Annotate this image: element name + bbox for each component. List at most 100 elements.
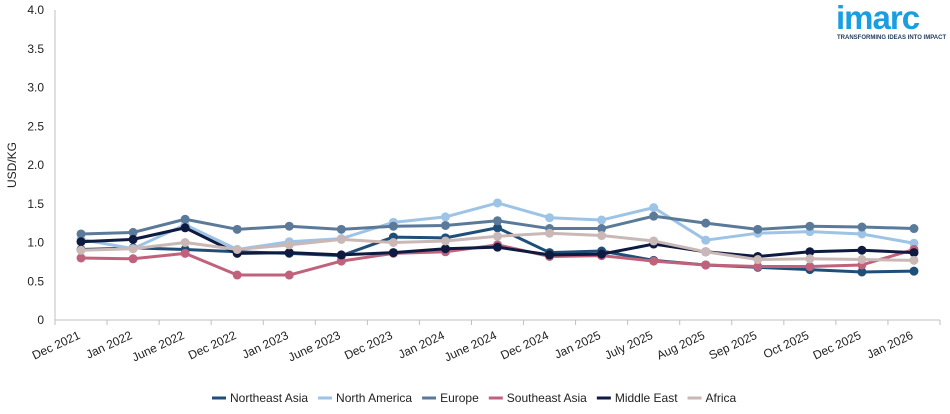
data-point-middle-east bbox=[388, 248, 398, 258]
data-point-europe bbox=[857, 222, 867, 232]
series-europe bbox=[76, 211, 919, 239]
data-point-middle-east bbox=[180, 223, 190, 233]
x-tick-label: Oct 2025 bbox=[761, 328, 811, 361]
data-point-europe bbox=[805, 221, 815, 231]
data-point-africa bbox=[857, 255, 867, 265]
legend-label: Africa bbox=[706, 391, 737, 405]
logo-tagline: TRANSFORMING IDEAS INTO IMPACT bbox=[837, 35, 947, 41]
data-point-southeast-asia bbox=[336, 256, 346, 266]
legend-label: North America bbox=[336, 391, 412, 405]
x-tick-label: Jan 2022 bbox=[84, 328, 135, 362]
y-tick-label: 0 bbox=[37, 313, 44, 327]
data-point-europe bbox=[649, 211, 659, 221]
data-point-europe bbox=[753, 224, 763, 234]
data-point-middle-east bbox=[493, 242, 502, 252]
data-point-europe bbox=[388, 221, 398, 231]
data-point-northeast-asia bbox=[493, 223, 502, 233]
x-tick-label: June 2024 bbox=[442, 328, 499, 365]
legend-item-europe: Europe bbox=[422, 391, 479, 405]
x-tick-label: Dec 2023 bbox=[342, 328, 395, 363]
data-point-africa bbox=[493, 231, 502, 241]
data-point-middle-east bbox=[284, 248, 294, 258]
axes bbox=[54, 10, 940, 321]
data-point-north-america bbox=[545, 213, 555, 223]
data-point-southeast-asia bbox=[180, 248, 190, 258]
legend-item-middle-east: Middle East bbox=[596, 391, 678, 405]
data-point-middle-east bbox=[597, 249, 607, 259]
legend-item-southeast-asia: Southeast Asia bbox=[488, 391, 587, 405]
data-point-north-america bbox=[909, 238, 919, 248]
data-point-middle-east bbox=[76, 237, 86, 247]
data-point-europe bbox=[597, 224, 607, 234]
x-tick-label: Dec 2025 bbox=[811, 328, 864, 363]
data-point-africa bbox=[909, 255, 919, 265]
data-point-north-america bbox=[857, 229, 867, 239]
data-point-africa bbox=[701, 247, 711, 257]
x-tick-label: Aug 2025 bbox=[655, 328, 708, 363]
data-point-europe bbox=[128, 227, 138, 237]
x-tick-label: June 2023 bbox=[286, 328, 343, 365]
x-tick-label: July 2025 bbox=[602, 328, 655, 363]
data-point-southeast-asia bbox=[753, 262, 763, 272]
legend-item-africa: Africa bbox=[687, 391, 737, 405]
legend-item-northeast-asia: Northeast Asia bbox=[212, 391, 308, 405]
data-point-middle-east bbox=[545, 250, 555, 260]
data-point-northeast-asia bbox=[909, 266, 919, 276]
data-point-southeast-asia bbox=[649, 256, 659, 266]
series-layer bbox=[76, 198, 919, 280]
data-point-southeast-asia bbox=[128, 254, 138, 264]
logo-wordmark: imarc bbox=[836, 0, 920, 36]
x-tick-label: Sep 2025 bbox=[707, 328, 760, 363]
data-point-africa bbox=[753, 255, 763, 265]
data-point-southeast-asia bbox=[805, 262, 815, 272]
legend-label: Southeast Asia bbox=[507, 391, 587, 405]
data-point-southeast-asia bbox=[232, 270, 242, 280]
data-point-north-america bbox=[493, 198, 502, 208]
data-point-europe bbox=[180, 214, 190, 224]
x-tick-label: Jan 2026 bbox=[865, 328, 916, 362]
data-point-africa bbox=[388, 238, 398, 247]
data-point-middle-east bbox=[128, 234, 138, 244]
x-tick-label: Jan 2024 bbox=[396, 328, 447, 362]
data-point-northeast-asia bbox=[857, 267, 867, 277]
y-tick-label: 2.0 bbox=[27, 158, 44, 172]
y-tick-label: 2.5 bbox=[27, 119, 44, 133]
series-africa bbox=[76, 228, 919, 265]
data-point-north-america bbox=[440, 212, 450, 222]
data-point-africa bbox=[128, 244, 138, 254]
data-point-africa bbox=[76, 245, 86, 255]
x-tick-label: Jan 2025 bbox=[552, 328, 603, 362]
data-point-southeast-asia bbox=[701, 260, 711, 270]
data-point-africa bbox=[284, 240, 294, 250]
legend-label: Northeast Asia bbox=[230, 391, 308, 405]
legend-label: Middle East bbox=[615, 391, 678, 405]
y-tick-label: 1.5 bbox=[27, 197, 44, 211]
data-point-africa bbox=[440, 236, 450, 246]
data-point-middle-east bbox=[336, 250, 346, 260]
x-tick-label: Dec 2024 bbox=[498, 328, 551, 363]
data-point-north-america bbox=[649, 203, 659, 213]
data-point-europe bbox=[76, 229, 86, 239]
y-axis-ticks: 0 0.5 1.0 1.5 2.0 2.5 3.0 3.5 4.0 bbox=[27, 3, 44, 327]
data-point-europe bbox=[284, 221, 294, 231]
data-point-southeast-asia bbox=[284, 270, 294, 280]
x-tick-label: Jan 2023 bbox=[240, 328, 291, 362]
y-tick-label: 3.5 bbox=[27, 42, 44, 56]
y-tick-label: 4.0 bbox=[27, 3, 44, 17]
data-point-europe bbox=[440, 220, 450, 230]
data-point-europe bbox=[701, 218, 711, 228]
data-point-europe bbox=[493, 216, 502, 226]
data-point-north-america bbox=[597, 215, 607, 225]
data-point-middle-east bbox=[805, 247, 815, 257]
data-point-europe bbox=[336, 224, 346, 234]
data-point-africa bbox=[336, 234, 346, 244]
y-tick-label: 3.0 bbox=[27, 81, 44, 95]
y-tick-label: 0.5 bbox=[27, 274, 44, 288]
y-axis-title: USD/KG bbox=[5, 142, 19, 188]
imarc-logo: imarc TRANSFORMING IDEAS INTO IMPACT bbox=[836, 0, 946, 47]
data-point-southeast-asia bbox=[76, 253, 86, 263]
x-tick-label: Dec 2022 bbox=[186, 328, 239, 363]
data-point-middle-east bbox=[909, 248, 919, 258]
y-tick-label: 1.0 bbox=[27, 236, 44, 250]
